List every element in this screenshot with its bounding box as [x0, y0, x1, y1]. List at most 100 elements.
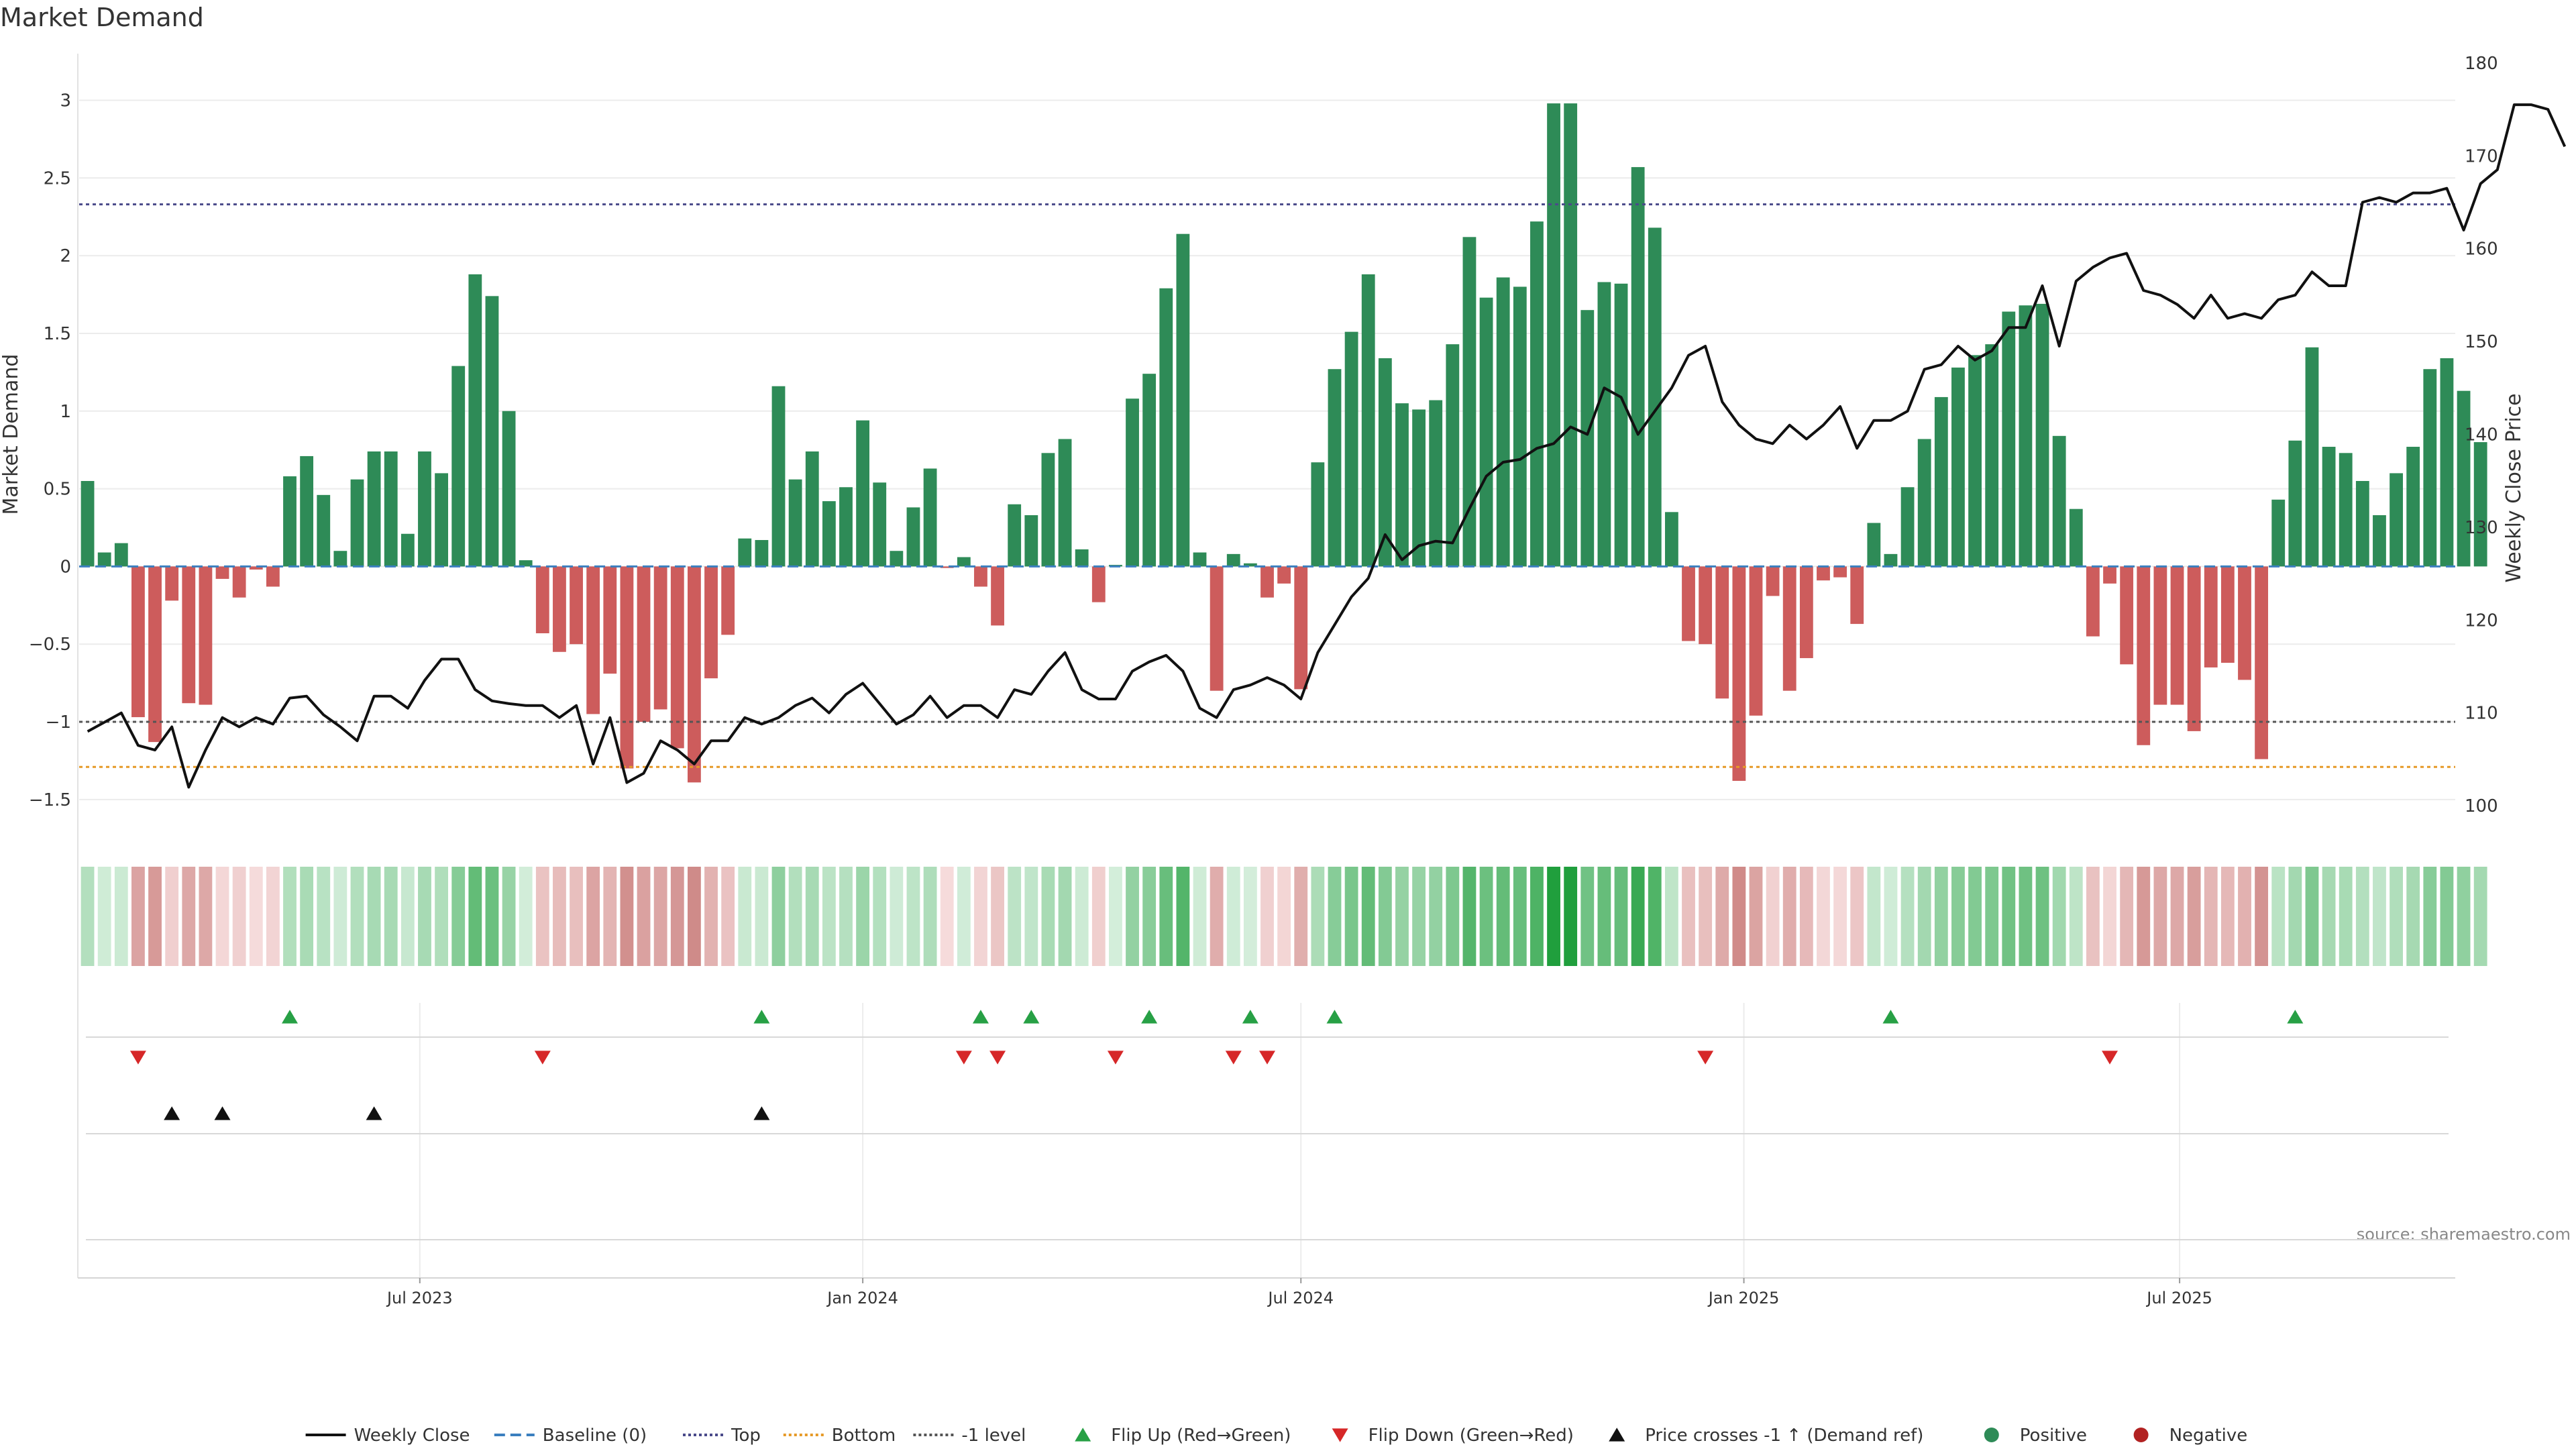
heat-cell [1075, 867, 1089, 966]
demand-bar [1176, 233, 1190, 567]
flip-down-marker [1225, 1051, 1242, 1065]
demand-bar [519, 560, 533, 567]
demand-bar [1344, 331, 1358, 567]
demand-bar [2423, 369, 2437, 567]
flip-down-marker [129, 1051, 146, 1065]
heat-cell [1951, 867, 1965, 966]
demand-bar [1462, 237, 1477, 567]
heat-cell [637, 867, 651, 966]
demand-bar [2187, 566, 2201, 731]
demand-bar [249, 566, 263, 570]
demand-bar [1008, 504, 1022, 567]
heat-cell [350, 867, 364, 966]
heat-cell [603, 867, 617, 966]
legend-item: Flip Down (Green→Red) [1332, 1426, 1574, 1446]
heat-cell [586, 867, 600, 966]
heat-cell [1260, 867, 1274, 966]
demand-bar [2086, 566, 2100, 637]
demand-bar [451, 366, 466, 567]
demand-bar [670, 566, 684, 749]
flip-up-marker [753, 1010, 770, 1024]
demand-bar [1058, 439, 1072, 567]
demand-bar [620, 566, 634, 769]
flip-down-marker [1107, 1051, 1124, 1065]
heat-cell [1446, 867, 1460, 966]
heat-cell [2120, 867, 2134, 966]
heat-cell [1361, 867, 1375, 966]
heat-cell [1749, 867, 1763, 966]
demand-bar [2440, 358, 2454, 567]
y2-tick-label: 180 [2465, 54, 2498, 74]
heat-cell [2255, 867, 2269, 966]
demand-bar [2255, 566, 2269, 759]
heat-cell [1631, 867, 1645, 966]
heat-cell [1176, 867, 1190, 966]
heat-cell [2355, 867, 2369, 966]
heat-cell [2473, 867, 2487, 966]
page-title: Market Demand [0, 3, 204, 32]
legend-label: Flip Down (Green→Red) [1368, 1426, 1574, 1446]
heat-cell [620, 867, 634, 966]
demand-bar [400, 533, 415, 567]
legend-item: Negative [2133, 1426, 2247, 1446]
heat-cell [1328, 867, 1342, 966]
heat-cell [451, 867, 466, 966]
heat-cell [1412, 867, 1426, 966]
heat-cell [2204, 867, 2218, 966]
heat-cell [670, 867, 684, 966]
heat-cell [1968, 867, 1982, 966]
demand-bar [384, 451, 398, 567]
heat-cell [317, 867, 331, 966]
legend-item: Weekly Close [305, 1426, 470, 1446]
legend-label: -1 level [961, 1426, 1026, 1446]
heat-cell [873, 867, 887, 966]
demand-bar [1547, 103, 1560, 567]
heat-cell [1378, 867, 1392, 966]
demand-bar [2137, 566, 2151, 745]
weekly-close-line [87, 103, 2567, 789]
heat-cell [148, 867, 162, 966]
demand-bar [485, 296, 499, 567]
source-credit: source: sharemaestro.com [2356, 1225, 2571, 1244]
demand-bar [2373, 515, 2386, 567]
demand-bar [1580, 310, 1595, 567]
heat-cell [535, 867, 549, 966]
heat-cell [519, 867, 533, 966]
demand-bar [1917, 439, 1931, 567]
heat-cell [974, 867, 987, 966]
legend-swatch [2133, 1428, 2149, 1442]
demand-bar [2052, 435, 2066, 567]
heat-cell [940, 867, 954, 966]
demand-bar [1378, 358, 1392, 567]
flip-down-marker [1259, 1051, 1275, 1065]
heat-cell [502, 867, 516, 966]
flip-up-marker [1242, 1010, 1258, 1024]
heat-cell [2086, 867, 2100, 966]
legend-label: Baseline (0) [543, 1426, 647, 1446]
heat-cell [1850, 867, 1864, 966]
y-tick-label: −1.5 [29, 790, 71, 810]
axes-layer: 3 2.5 2 1.5 1 0.5 0 −0.5 −1 −1.5 180 170 160 150 140 13… [0, 54, 2526, 1279]
heat-cell [1782, 867, 1796, 966]
demand-bar [2355, 480, 2369, 567]
heat-cell [1344, 867, 1358, 966]
demand-bar [1294, 566, 1308, 690]
heat-cell [2238, 867, 2251, 966]
heat-cell [2187, 867, 2201, 966]
demand-bar [755, 540, 769, 567]
demand-bar [2322, 447, 2336, 567]
demand-bar [704, 566, 718, 679]
heat-cell [2339, 867, 2353, 966]
demand-bar [535, 566, 549, 633]
heat-cell [906, 867, 920, 966]
demand-bar [2103, 566, 2116, 584]
demand-bar [1210, 566, 1224, 691]
heat-cell [1530, 867, 1544, 966]
legend-label: Positive [2020, 1426, 2087, 1446]
heat-cell [721, 867, 735, 966]
demand-bar [182, 566, 196, 704]
flip-down-marker [2102, 1051, 2118, 1065]
heat-cell [704, 867, 718, 966]
flip-down-marker [955, 1051, 972, 1065]
demand-bar [1799, 566, 1813, 659]
